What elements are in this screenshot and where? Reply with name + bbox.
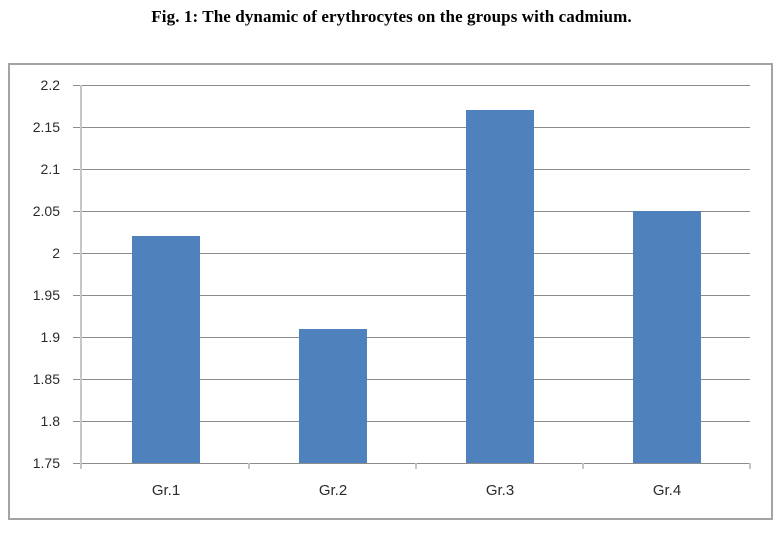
x-axis-tick bbox=[582, 463, 584, 469]
x-axis-category-label: Gr.4 bbox=[652, 482, 682, 499]
bar-gr-1 bbox=[132, 236, 200, 463]
y-gridline bbox=[73, 253, 750, 254]
y-gridline bbox=[73, 85, 750, 86]
y-gridline bbox=[73, 337, 750, 338]
bar-gr-2 bbox=[299, 329, 367, 463]
y-axis-line bbox=[80, 85, 82, 469]
y-gridline bbox=[73, 379, 750, 380]
y-axis-tick-label: 2.15 bbox=[32, 119, 60, 135]
y-axis-tick-label: 2.2 bbox=[40, 77, 60, 93]
y-axis-tick-label: 2.1 bbox=[40, 161, 60, 177]
x-axis-category-label: Gr.2 bbox=[318, 482, 348, 499]
y-axis-tick-label: 1.8 bbox=[40, 413, 60, 429]
y-gridline bbox=[73, 169, 750, 170]
y-gridline bbox=[73, 463, 750, 464]
x-axis-tick bbox=[749, 463, 751, 469]
y-gridline bbox=[73, 211, 750, 212]
bar-gr-3 bbox=[466, 110, 534, 463]
y-gridline bbox=[73, 295, 750, 296]
x-axis-tick bbox=[415, 463, 417, 469]
bar-gr-4 bbox=[633, 211, 701, 463]
bar-chart: 2.2 2.15 2.1 2.05 2 1.95 1.9 1.85 1.8 1.75 Gr.1 Gr.… bbox=[8, 63, 773, 520]
y-axis-tick-label: 1.9 bbox=[40, 329, 60, 345]
x-axis-tick bbox=[248, 463, 250, 469]
y-gridline bbox=[73, 421, 750, 422]
y-axis-tick-label: 2.05 bbox=[32, 203, 60, 219]
y-gridline bbox=[73, 127, 750, 128]
x-axis-category-label: Gr.3 bbox=[485, 482, 515, 499]
y-axis-tick-label: 1.75 bbox=[32, 455, 60, 471]
x-axis-category-label: Gr.1 bbox=[151, 482, 181, 499]
figure-caption: Fig. 1: The dynamic of erythrocytes on t… bbox=[151, 7, 632, 26]
y-axis-tick-label: 1.95 bbox=[32, 287, 60, 303]
y-axis-tick-label: 2 bbox=[52, 245, 60, 261]
y-axis-tick-label: 1.85 bbox=[32, 371, 60, 387]
